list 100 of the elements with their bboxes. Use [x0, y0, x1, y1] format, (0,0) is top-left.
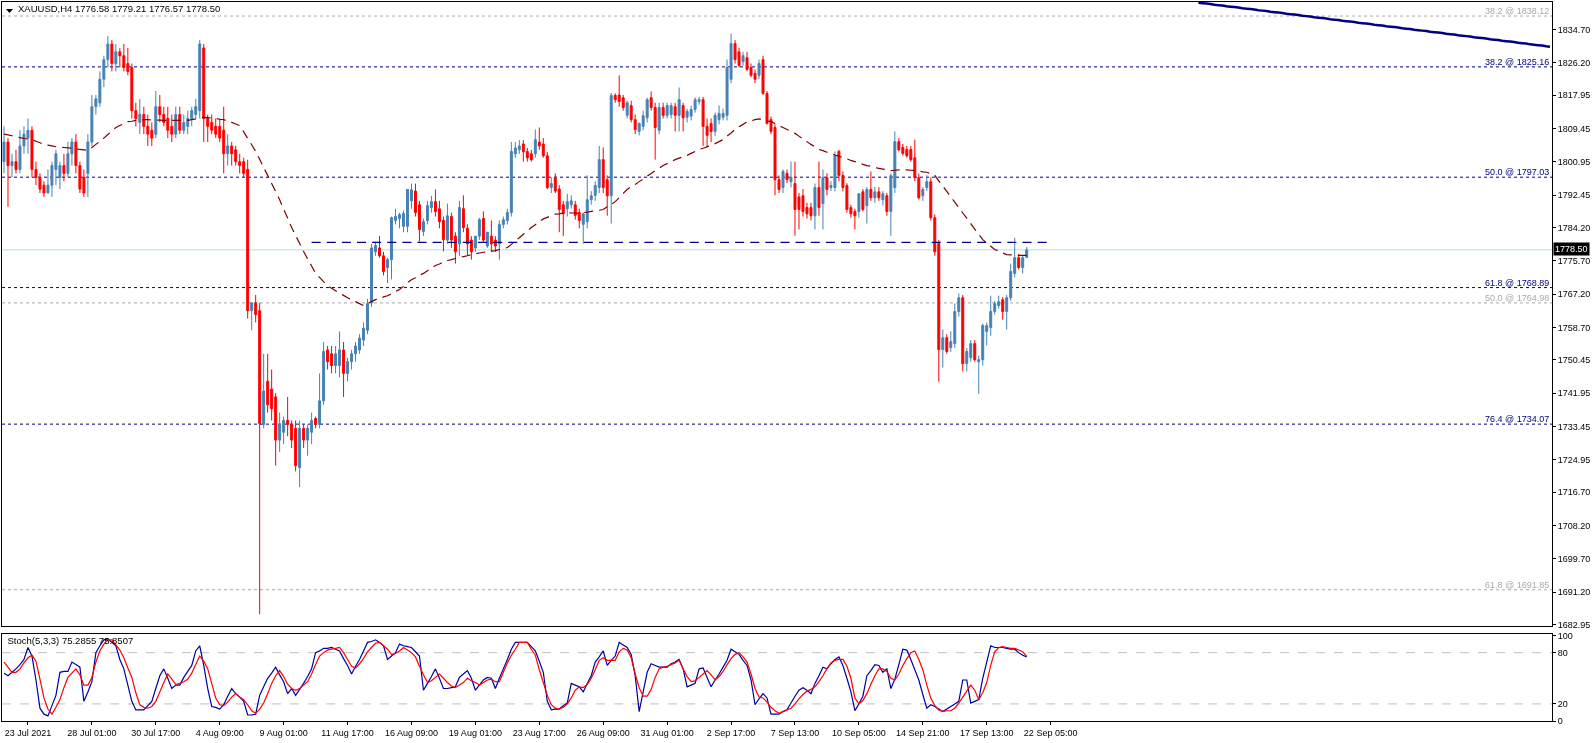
candlestick: [877, 186, 881, 202]
candlestick: [733, 39, 737, 65]
candlestick: [813, 183, 817, 230]
candlestick: [533, 128, 537, 159]
candlestick: [945, 333, 949, 355]
candlestick: [853, 208, 857, 230]
candlestick: [2, 125, 6, 174]
x-tick-label: 16 Aug 09:00: [384, 727, 438, 738]
y-tick-label: 1817.95: [1557, 90, 1591, 101]
candlestick: [226, 133, 230, 167]
x-tick-label: 9 Aug 01:00: [259, 727, 308, 738]
candlestick: [18, 129, 22, 174]
candlestick: [793, 161, 797, 237]
x-tick-label: 17 Sep 13:00: [959, 727, 1014, 738]
y-tick-label: 1741.95: [1557, 388, 1591, 399]
candlestick: [138, 98, 142, 135]
candlestick: [741, 51, 745, 67]
candlestick: [521, 139, 525, 163]
candlestick: [314, 416, 318, 429]
y-tick-label: 1733.45: [1557, 421, 1591, 432]
ref-line-label: 50.0 @ 1764.98: [1485, 293, 1550, 303]
candlestick: [202, 43, 206, 143]
x-tick-label: 23 Aug 17:00: [512, 727, 566, 738]
y-tick-label: 80: [1557, 647, 1568, 658]
candlestick: [517, 139, 521, 155]
candlestick: [565, 193, 569, 218]
candlestick: [230, 141, 234, 167]
x-tick-label: 14 Sep 21:00: [896, 727, 950, 738]
candlestick: [781, 168, 785, 194]
candlestick: [925, 174, 929, 192]
candlestick: [833, 150, 837, 192]
candlestick: [1017, 253, 1021, 270]
candlestick: [549, 176, 553, 194]
candlestick: [617, 74, 621, 108]
candlestick: [298, 419, 302, 488]
candlestick: [174, 106, 178, 139]
x-tick-label: 11 Aug 17:00: [321, 727, 374, 738]
candlestick: [897, 137, 901, 152]
candlestick: [701, 96, 705, 147]
y-tick-label: 1767.20: [1557, 289, 1591, 300]
x-tick-label: 23 Jul 2021: [4, 727, 52, 738]
candlestick: [66, 141, 70, 178]
chart-title: XAUUSD,H4 1776.58 1779.21 1776.57 1778.50: [18, 2, 221, 14]
candlestick: [154, 90, 158, 139]
candlestick: [661, 102, 665, 119]
ref-line-label: 76.4 @ 1734.07: [1485, 414, 1550, 424]
candlestick: [26, 117, 30, 155]
candlestick: [665, 102, 669, 119]
x-tick-label: 4 Aug 09:00: [195, 727, 244, 738]
candlestick: [10, 153, 14, 178]
candlestick: [262, 353, 266, 429]
candlestick: [485, 231, 489, 249]
candlestick: [425, 200, 429, 225]
y-tick-label: 1691.20: [1557, 587, 1591, 598]
candlestick: [609, 92, 613, 225]
x-tick-label: 28 Jul 01:00: [67, 727, 117, 738]
candlestick: [370, 243, 373, 308]
y-tick-label: 1800.95: [1557, 156, 1591, 167]
candlestick: [110, 39, 114, 72]
candlestick: [278, 412, 282, 453]
candlestick: [250, 302, 254, 331]
candlestick: [421, 218, 425, 237]
candlestick: [14, 149, 18, 174]
ref-line-label: 38.2 @ 1825.16: [1485, 57, 1550, 67]
candlestick: [885, 192, 889, 217]
candlestick: [757, 59, 761, 80]
candlestick: [905, 145, 909, 159]
candlestick: [669, 102, 673, 119]
ref-line-label: 61.8 @ 1768.89: [1485, 278, 1550, 288]
line-series: [1197, 2, 1552, 48]
candlestick: [62, 153, 66, 182]
candlestick: [118, 47, 122, 68]
y-tick-label: 1682.95: [1557, 619, 1591, 630]
candlestick: [785, 168, 789, 184]
candlestick: [657, 102, 661, 135]
candlestick: [625, 100, 629, 119]
candlestick: [330, 345, 334, 374]
candlestick: [158, 94, 162, 123]
candlestick: [529, 149, 533, 163]
x-tick-label: 22 Sep 05:00: [1023, 727, 1078, 738]
y-tick-label: 20: [1557, 699, 1568, 710]
candlestick: [489, 219, 493, 253]
candlestick: [166, 106, 170, 139]
candlestick: [681, 102, 685, 132]
line-series: [3, 116, 1028, 307]
candlestick: [445, 203, 449, 245]
candlestick: [342, 341, 346, 398]
x-tick-label: 30 Jul 17:00: [131, 727, 181, 738]
y-tick-label: 1792.45: [1557, 190, 1591, 201]
candlestick: [753, 68, 757, 84]
ref-line-label: 1778.50: [1555, 244, 1588, 254]
candlestick: [294, 419, 298, 472]
candlestick: [6, 137, 10, 208]
candlestick: [198, 39, 202, 119]
candlestick: [338, 330, 342, 378]
candlestick: [817, 161, 821, 217]
y-tick-label: 1708.20: [1557, 520, 1591, 531]
candlestick: [865, 186, 869, 225]
x-tick-label: 7 Sep 13:00: [770, 727, 820, 738]
candlestick: [1001, 296, 1005, 321]
